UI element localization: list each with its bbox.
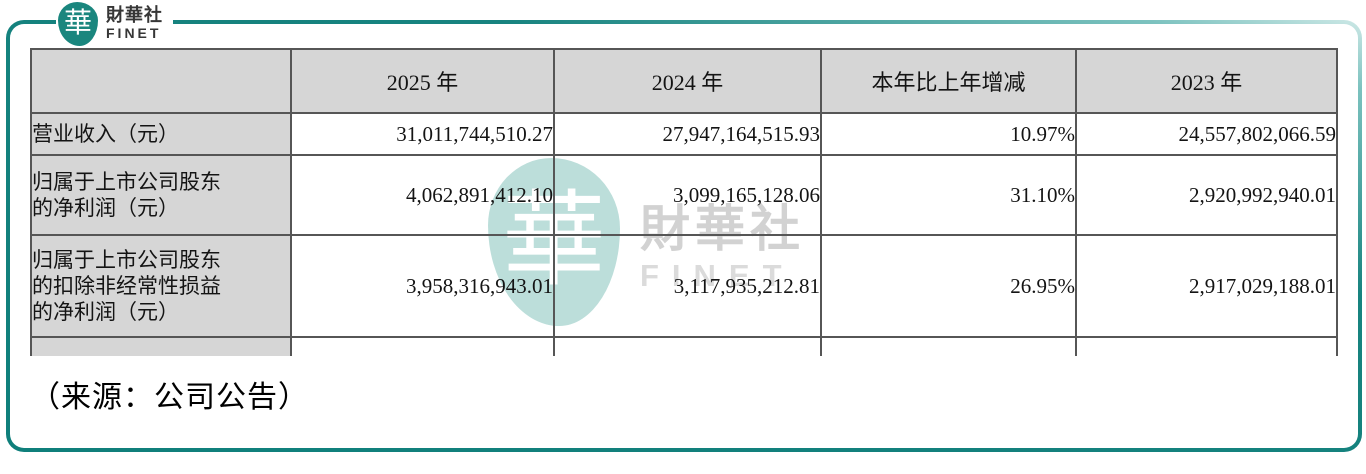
brand-name-en: FINET (106, 25, 162, 42)
header-empty-cell (30, 48, 292, 114)
table-header-row: 2025 年 2024 年 本年比上年增减 2023 年 (30, 48, 1338, 114)
clipped-label-cell (30, 336, 292, 356)
cell-revenue-2023: 24,557,802,066.59 (1075, 112, 1338, 156)
table-row-net-profit: 归属于上市公司股东 的净利润（元） 4,062,891,412.10 3,099… (30, 154, 1338, 236)
cell-deducted-net-profit-2023: 2,917,029,188.01 (1075, 234, 1338, 338)
cell-net-profit-2023: 2,920,992,940.01 (1075, 154, 1338, 236)
clipped-cell (553, 336, 822, 356)
cell-deducted-net-profit-change: 26.95% (820, 234, 1077, 338)
cell-deducted-net-profit-2025: 3,958,316,943.01 (290, 234, 555, 338)
financial-table-container: 2025 年 2024 年 本年比上年增减 2023 年 营业收入（元） 31,… (30, 48, 1340, 356)
finet-seal-icon: 華 (58, 2, 98, 46)
row-label-revenue: 营业收入（元） (30, 112, 292, 156)
cell-net-profit-change: 31.10% (820, 154, 1077, 236)
clipped-cell (1075, 336, 1338, 356)
cell-revenue-change: 10.97% (820, 112, 1077, 156)
cell-deducted-net-profit-2024: 3,117,935,212.81 (553, 234, 822, 338)
seal-character: 華 (63, 8, 92, 39)
source-note: （来源：公司公告） (30, 381, 309, 414)
finet-logo: 華 財華社 FINET (56, 0, 173, 48)
cell-revenue-2024: 27,947,164,515.93 (553, 112, 822, 156)
header-2024: 2024 年 (553, 48, 822, 114)
clipped-cell (290, 336, 555, 356)
clipped-cell (820, 336, 1077, 356)
brand-text-block: 財華社 FINET (106, 6, 163, 41)
cell-net-profit-2024: 3,099,165,128.06 (553, 154, 822, 236)
table-row-clipped (30, 336, 1338, 356)
cell-revenue-2025: 31,011,744,510.27 (290, 112, 555, 156)
row-label-deducted-net-profit: 归属于上市公司股东 的扣除非经常性损益 的净利润（元） (30, 234, 292, 338)
financial-table: 2025 年 2024 年 本年比上年增减 2023 年 营业收入（元） 31,… (30, 48, 1338, 356)
header-2023: 2023 年 (1075, 48, 1338, 114)
table-row-revenue: 营业收入（元） 31,011,744,510.27 27,947,164,515… (30, 112, 1338, 156)
header-yoy-change: 本年比上年增减 (820, 48, 1077, 114)
cell-net-profit-2025: 4,062,891,412.10 (290, 154, 555, 236)
header-2025: 2025 年 (290, 48, 555, 114)
row-label-net-profit: 归属于上市公司股东 的净利润（元） (30, 154, 292, 236)
brand-name-cn: 財華社 (106, 5, 163, 26)
table-row-deducted-net-profit: 归属于上市公司股东 的扣除非经常性损益 的净利润（元） 3,958,316,94… (30, 234, 1338, 338)
